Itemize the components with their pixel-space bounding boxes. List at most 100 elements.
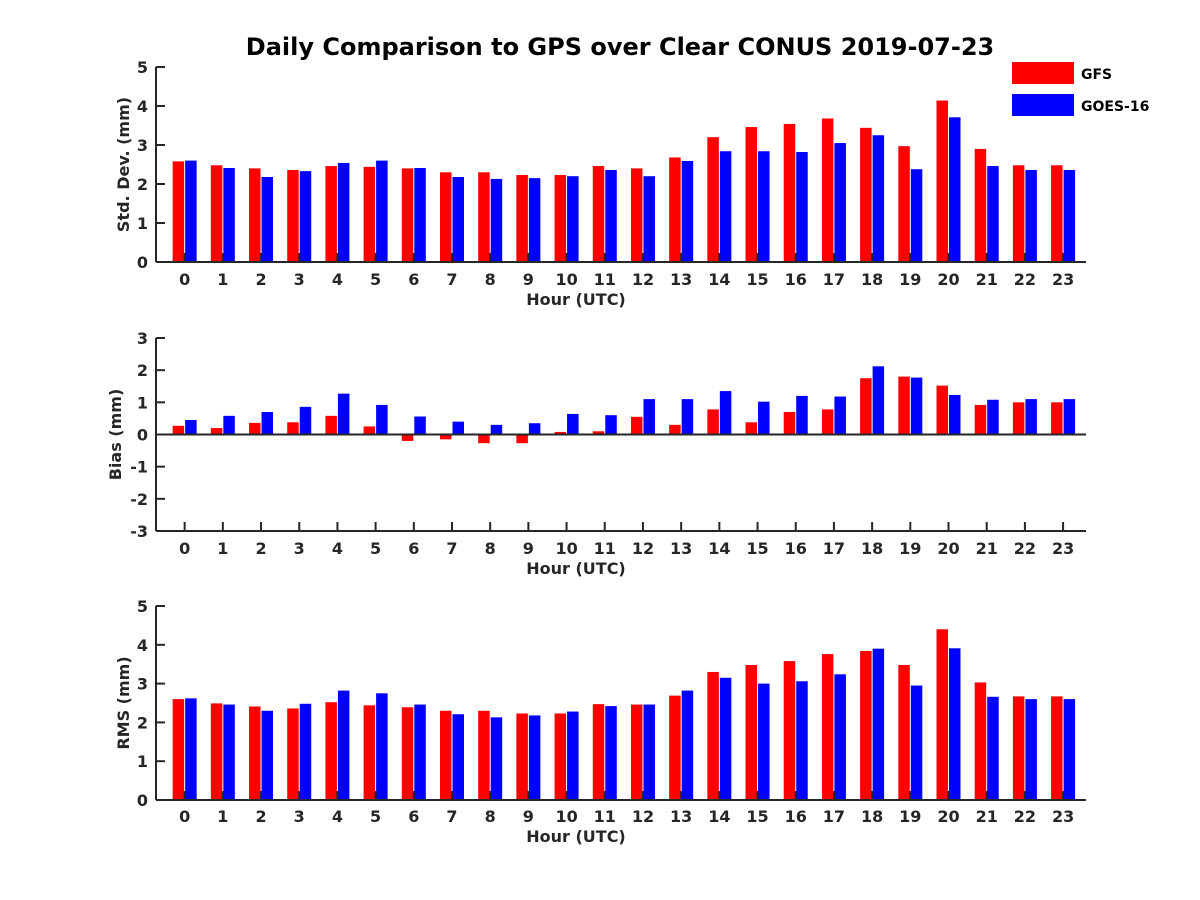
x-tick-label: 17 [823, 539, 845, 558]
bar-gfs-2 [249, 706, 261, 800]
x-tick-label: 7 [446, 807, 457, 826]
bar-goes16-0 [185, 160, 197, 262]
bar-gfs-12 [630, 168, 643, 262]
bar-goes16-1 [223, 168, 235, 262]
bar-goes16-9 [528, 423, 541, 435]
x-tick-label: 11 [594, 270, 616, 289]
bar-gfs-21 [974, 148, 987, 262]
x-tick-label: 2 [255, 539, 266, 558]
bar-gfs-18 [860, 651, 872, 800]
bar-gfs-6 [401, 707, 414, 800]
bar-goes16-10 [567, 711, 579, 800]
y-tick-label: 5 [137, 58, 148, 77]
x-axis-label: Hour (UTC) [526, 827, 626, 846]
bar-gfs-4 [325, 702, 337, 800]
bar-goes16-22 [1025, 169, 1037, 262]
bar-goes16-15 [758, 151, 770, 262]
bar-gfs-20 [936, 629, 949, 800]
chart-title: Daily Comparison to GPS over Clear CONUS… [246, 33, 994, 61]
bar-gfs-17 [821, 118, 834, 262]
bar-goes16-3 [299, 171, 312, 262]
x-tick-label: 13 [670, 270, 692, 289]
y-tick-label: 0 [137, 253, 148, 272]
x-tick-label: 0 [179, 807, 190, 826]
x-tick-label: 16 [785, 539, 807, 558]
y-tick-label: 4 [137, 97, 148, 116]
legend-swatch-goes16 [1012, 94, 1074, 116]
bar-gfs-3 [287, 708, 299, 800]
bar-goes16-10 [567, 413, 579, 435]
y-tick-label: 3 [137, 675, 148, 694]
x-tick-label: 23 [1052, 807, 1074, 826]
bar-gfs-19 [898, 146, 910, 262]
bar-goes16-7 [452, 176, 464, 262]
bar-goes16-23 [1063, 169, 1076, 262]
bar-goes16-14 [719, 151, 732, 262]
bar-gfs-9 [516, 175, 528, 262]
x-tick-label: 8 [485, 539, 496, 558]
bar-goes16-12 [643, 176, 655, 262]
bar-gfs-22 [1012, 165, 1025, 262]
x-tick-label: 21 [976, 539, 998, 558]
x-tick-label: 19 [899, 807, 921, 826]
bar-gfs-2 [249, 168, 261, 262]
x-tick-label: 21 [976, 270, 998, 289]
x-tick-label: 15 [746, 807, 768, 826]
x-tick-label: 2 [255, 807, 266, 826]
x-tick-label: 11 [594, 807, 616, 826]
bar-goes16-20 [949, 394, 961, 435]
bar-gfs-15 [745, 422, 758, 435]
bar-goes16-14 [719, 391, 732, 435]
x-axis-label: Hour (UTC) [526, 559, 626, 578]
bar-gfs-0 [172, 699, 185, 800]
bar-goes16-18 [872, 135, 885, 262]
bar-goes16-2 [261, 176, 274, 262]
bar-gfs-16 [783, 411, 796, 435]
bar-gfs-8 [478, 172, 490, 262]
bar-goes16-19 [910, 685, 923, 800]
bar-goes16-14 [719, 677, 732, 800]
bar-gfs-3 [287, 422, 299, 435]
x-tick-label: 1 [217, 807, 228, 826]
x-tick-label: 19 [899, 539, 921, 558]
bar-gfs-23 [1051, 696, 1063, 800]
x-tick-label: 15 [746, 539, 768, 558]
bar-gfs-8 [478, 710, 490, 800]
x-tick-label: 22 [1014, 807, 1036, 826]
x-tick-label: 14 [708, 270, 730, 289]
bar-goes16-19 [910, 377, 923, 435]
legend-label-goes16: GOES-16 [1081, 99, 1149, 115]
bar-goes16-9 [528, 715, 541, 800]
bar-gfs-13 [669, 157, 681, 262]
bar-gfs-10 [554, 713, 567, 800]
x-tick-label: 8 [485, 807, 496, 826]
x-tick-label: 6 [408, 270, 419, 289]
x-tick-label: 0 [179, 270, 190, 289]
bar-goes16-21 [987, 399, 999, 435]
y-tick-label: 2 [137, 361, 148, 380]
x-tick-label: 19 [899, 270, 921, 289]
y-tick-label: 2 [137, 175, 148, 194]
bar-gfs-7 [440, 434, 452, 440]
bar-gfs-23 [1051, 165, 1063, 262]
bar-gfs-20 [936, 385, 949, 435]
x-tick-label: 15 [746, 270, 768, 289]
bar-gfs-16 [783, 661, 796, 800]
bar-goes16-8 [490, 717, 503, 800]
x-tick-label: 7 [446, 270, 457, 289]
x-tick-label: 12 [632, 807, 654, 826]
bar-goes16-22 [1025, 699, 1037, 800]
bar-gfs-10 [554, 175, 567, 262]
x-tick-label: 6 [408, 807, 419, 826]
bar-goes16-7 [452, 714, 464, 800]
x-tick-label: 17 [823, 270, 845, 289]
bar-goes16-11 [605, 706, 617, 800]
y-axis-label: RMS (mm) [114, 656, 133, 749]
bar-gfs-18 [860, 127, 872, 262]
x-tick-label: 9 [523, 539, 534, 558]
y-tick-label: 3 [137, 136, 148, 155]
x-tick-label: 4 [332, 270, 343, 289]
x-tick-label: 13 [670, 539, 692, 558]
y-axis-label: Std. Dev. (mm) [114, 97, 133, 232]
